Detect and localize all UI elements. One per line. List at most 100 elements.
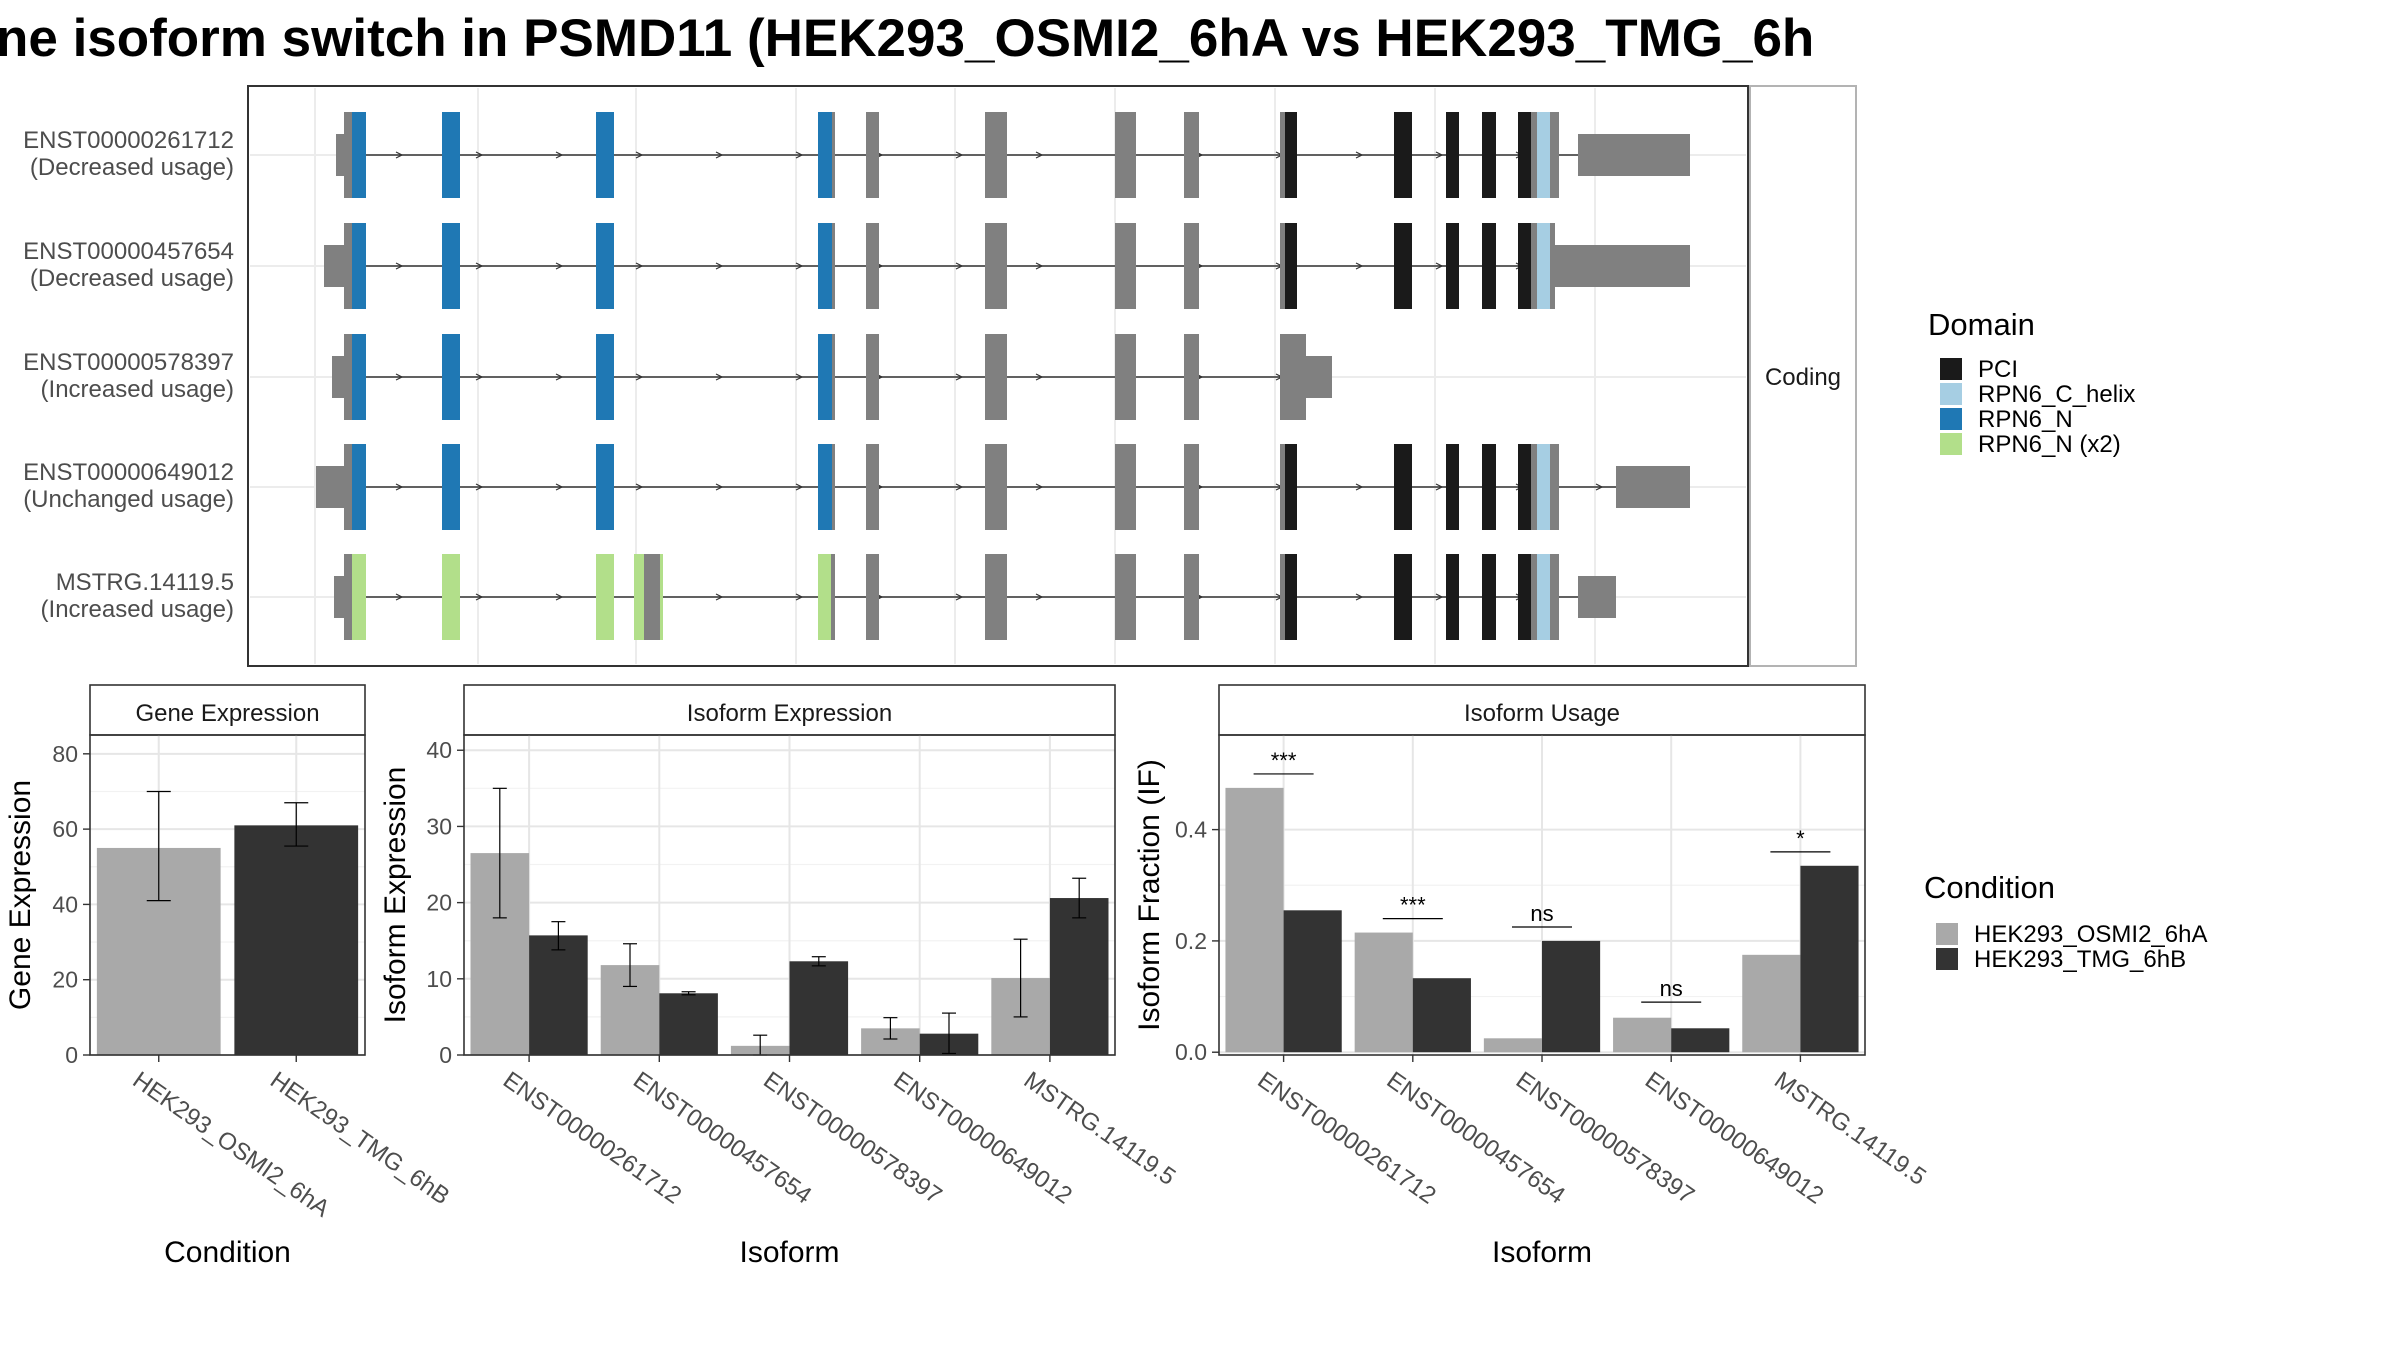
direction-arrow bbox=[715, 373, 724, 381]
exon bbox=[866, 444, 879, 530]
exon bbox=[1518, 444, 1531, 530]
exon bbox=[1446, 554, 1459, 640]
exon bbox=[818, 444, 832, 530]
isoform-track bbox=[332, 334, 1332, 420]
exon bbox=[1550, 444, 1555, 530]
significance-label: *** bbox=[1400, 893, 1426, 918]
exon bbox=[1537, 554, 1550, 640]
direction-arrow bbox=[395, 483, 404, 491]
exon bbox=[442, 554, 460, 640]
condition-legend-label: HEK293_TMG_6hB bbox=[1974, 946, 2186, 973]
coding-strip bbox=[1749, 85, 1857, 667]
exon bbox=[1115, 223, 1136, 309]
direction-arrow bbox=[475, 483, 484, 491]
direction-arrow bbox=[715, 593, 724, 601]
direction-arrow bbox=[1035, 262, 1044, 270]
bar-panel: Isoform Usage****** nsns*0.00.20.4ENST000… bbox=[1133, 684, 1931, 1269]
exon bbox=[818, 223, 832, 309]
exon bbox=[1537, 112, 1550, 198]
exon bbox=[442, 334, 460, 420]
direction-arrow bbox=[955, 373, 964, 381]
exon bbox=[1531, 444, 1537, 530]
exon bbox=[352, 444, 366, 530]
direction-arrow bbox=[635, 373, 644, 381]
y-axis-title: Gene Expression bbox=[4, 780, 37, 1010]
direction-arrow bbox=[475, 262, 484, 270]
direction-arrow bbox=[555, 593, 564, 601]
direction-arrow bbox=[715, 262, 724, 270]
direction-arrow bbox=[1035, 373, 1044, 381]
y-tick-label: 0.2 bbox=[1175, 928, 1207, 954]
exon bbox=[818, 554, 831, 640]
exon bbox=[1184, 554, 1199, 640]
x-axis-title: Condition bbox=[164, 1236, 291, 1269]
direction-arrow bbox=[1435, 151, 1444, 159]
direction-arrow bbox=[555, 373, 564, 381]
coding-strip-label: Coding bbox=[1765, 364, 1841, 391]
isoform-structure-panel: ENST00000261712 (Decreased usage)ENST0000… bbox=[23, 85, 1857, 667]
direction-arrow bbox=[1035, 593, 1044, 601]
isoform-label: ENST00000649012 (Unchanged usage) bbox=[23, 459, 234, 513]
exon bbox=[1184, 444, 1199, 530]
exon bbox=[866, 554, 879, 640]
exon bbox=[1537, 444, 1550, 530]
bar bbox=[1483, 1038, 1542, 1053]
y-tick-label: 0.0 bbox=[1175, 1039, 1207, 1065]
significance-label: *** bbox=[1271, 748, 1297, 773]
domain-legend-label: RPN6_N (x2) bbox=[1978, 431, 2121, 458]
isoform-label: ENST00000578397 (Increased usage) bbox=[23, 349, 234, 403]
bar bbox=[1800, 865, 1859, 1053]
panel-title: Isoform Usage bbox=[1464, 700, 1620, 727]
exon bbox=[1184, 112, 1199, 198]
exon bbox=[818, 334, 832, 420]
exon bbox=[1115, 444, 1136, 530]
y-tick-label: 20 bbox=[52, 967, 78, 993]
exon bbox=[1555, 112, 1559, 198]
exon bbox=[1285, 223, 1297, 309]
bar bbox=[1225, 787, 1284, 1053]
exon bbox=[1482, 112, 1496, 198]
condition-legend-label: HEK293_OSMI2_6hA bbox=[1974, 921, 2207, 948]
direction-arrow bbox=[1435, 483, 1444, 491]
direction-arrow bbox=[635, 151, 644, 159]
exon bbox=[985, 444, 1007, 530]
utr-exon bbox=[1578, 134, 1690, 176]
bar bbox=[1412, 978, 1471, 1053]
direction-arrow bbox=[955, 262, 964, 270]
domain-legend-swatch bbox=[1940, 408, 1962, 430]
exon bbox=[1394, 112, 1412, 198]
exon bbox=[818, 112, 832, 198]
exon bbox=[831, 554, 835, 640]
domain-legend-swatch bbox=[1940, 433, 1962, 455]
utr-exon bbox=[1306, 356, 1332, 398]
exon bbox=[1115, 334, 1136, 420]
isoform-track bbox=[324, 223, 1690, 309]
exon bbox=[1555, 444, 1559, 530]
exon bbox=[1285, 554, 1297, 640]
domain-legend-label: PCI bbox=[1978, 356, 2018, 383]
usage-label: (Increased usage) bbox=[41, 376, 234, 403]
exon bbox=[866, 112, 879, 198]
exon bbox=[1280, 334, 1306, 420]
exon bbox=[1115, 554, 1136, 640]
utr-exon bbox=[324, 245, 344, 287]
exon bbox=[1184, 223, 1199, 309]
domain-legend-title: Domain bbox=[1928, 307, 2035, 342]
exon bbox=[596, 223, 614, 309]
isoform-track bbox=[334, 554, 1616, 640]
significance-label: ns bbox=[1530, 901, 1553, 926]
exon bbox=[1115, 112, 1136, 198]
utr-exon bbox=[332, 356, 344, 398]
direction-arrow bbox=[635, 262, 644, 270]
bar bbox=[1354, 932, 1413, 1053]
exon bbox=[1280, 223, 1285, 309]
panel-strip bbox=[1218, 684, 1866, 736]
direction-arrow bbox=[475, 151, 484, 159]
exon bbox=[1394, 444, 1412, 530]
direction-arrow bbox=[555, 151, 564, 159]
transcript-id: ENST00000578397 bbox=[23, 349, 234, 376]
x-axis-title: Isoform bbox=[739, 1236, 839, 1269]
direction-arrow bbox=[1435, 262, 1444, 270]
direction-arrow bbox=[475, 593, 484, 601]
